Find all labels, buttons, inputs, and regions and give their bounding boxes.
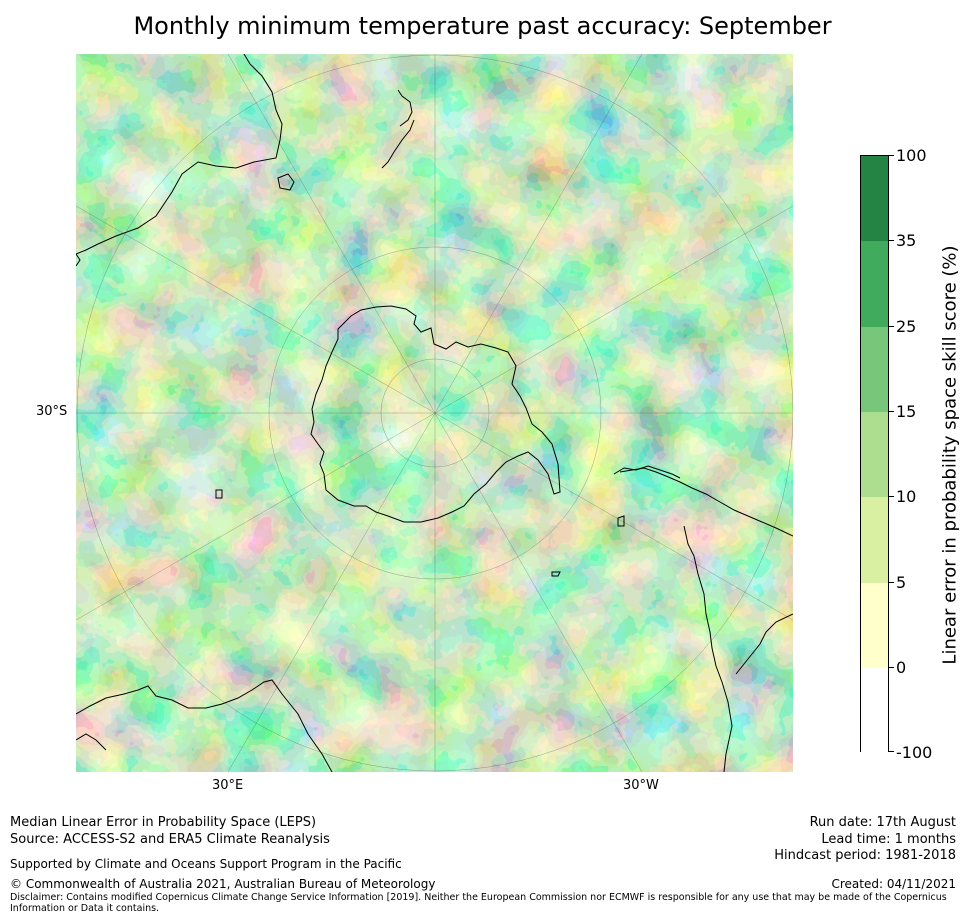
footer-source: Source: ACCESS-S2 and ERA5 Climate Reana… — [10, 832, 330, 847]
lon-label-30w: 30°W — [623, 778, 659, 793]
created-date: Created: 04/11/2021 — [831, 877, 956, 891]
australia-coast — [76, 54, 283, 255]
lead-time: Lead time: 1 months — [821, 832, 956, 847]
skill-field — [76, 54, 793, 772]
skill-map — [76, 54, 793, 772]
colorbar-tick-label: 35 — [896, 231, 917, 250]
footer-disclaimer: Disclaimer: Contains modified Copernicus… — [10, 892, 947, 914]
colorbar-tick-label: -100 — [896, 743, 933, 762]
hindcast-period: Hindcast period: 1981-2018 — [774, 848, 956, 863]
colorbar-segment-15-25 — [861, 327, 888, 412]
colorbar-segment-neg100-0 — [861, 668, 888, 753]
colorbar-segment-25-35 — [861, 241, 888, 327]
island-small-1 — [215, 489, 223, 499]
coastlines — [76, 54, 793, 772]
africa-coast — [76, 679, 333, 772]
south-america-coast — [619, 467, 793, 537]
run-date: Run date: 17th August — [809, 815, 956, 830]
colorbar-tick-label: 25 — [896, 317, 917, 336]
colorbar-tick — [889, 326, 894, 327]
colorbar-tick — [889, 751, 894, 752]
graticule — [76, 54, 793, 772]
tasmania — [277, 173, 295, 191]
colorbar-tick-label: 0 — [896, 658, 907, 677]
colorbar-title: Linear error in probability space skill … — [939, 245, 961, 665]
colorbar-tick-label: 10 — [896, 487, 917, 506]
island-left-coast — [76, 253, 81, 267]
colorbar-segment-0-5 — [861, 583, 888, 668]
colorbar-tick-label: 15 — [896, 402, 917, 421]
colorbar — [860, 155, 889, 753]
footer-copyright: © Commonwealth of Australia 2021, Austra… — [10, 877, 436, 891]
footer-method: Median Linear Error in Probability Space… — [10, 815, 317, 830]
colorbar-tick-label: 100 — [896, 146, 927, 165]
colorbar-tick — [889, 411, 894, 412]
colorbar-tick — [889, 155, 894, 156]
africa-coast-left — [76, 733, 107, 751]
south-america-coast-east — [735, 613, 793, 675]
footer-support: Supported by Climate and Oceans Support … — [10, 857, 402, 871]
chart-title: Monthly minimum temperature past accurac… — [133, 12, 832, 40]
colorbar-tick — [889, 240, 894, 241]
colorbar-segment-5-10 — [861, 497, 888, 583]
south-america-coast-west — [683, 525, 733, 772]
island-small-2 — [551, 571, 561, 577]
new-zealand-north — [397, 89, 413, 127]
colorbar-tick — [889, 496, 894, 497]
island-small-3 — [617, 515, 625, 527]
colorbar-segment-35-100 — [861, 156, 888, 241]
lon-label-30e: 30°E — [212, 778, 244, 793]
colorbar-tick — [889, 582, 894, 583]
colorbar-segment-10-15 — [861, 412, 888, 497]
colorbar-tick-label: 5 — [896, 573, 907, 592]
lat-label-30s: 30°S — [36, 404, 68, 419]
new-zealand-south — [381, 119, 415, 169]
antarctica-coast — [310, 305, 561, 523]
falklands-region — [613, 465, 681, 479]
colorbar-tick — [889, 667, 894, 668]
